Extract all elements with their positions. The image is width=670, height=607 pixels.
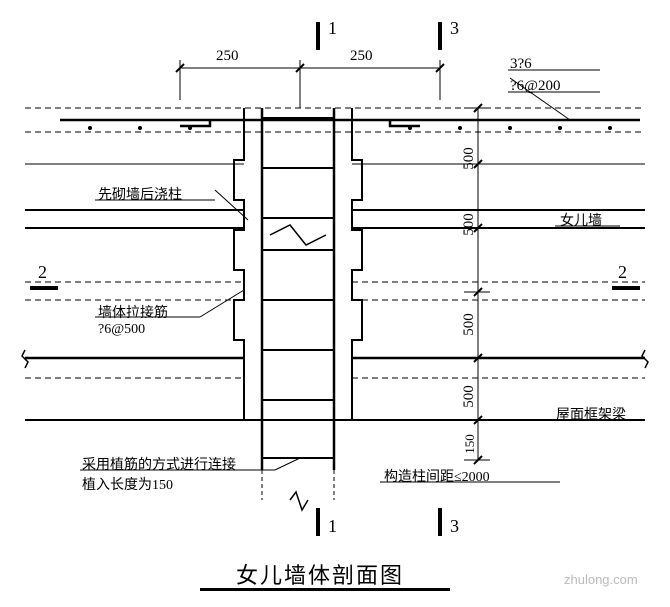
drawing-title: 女儿墙体剖面图 — [236, 558, 404, 590]
title-underline — [200, 588, 450, 591]
rebar-top-spacing: ?6@200 — [510, 78, 560, 95]
label-tie-spacing: ?6@500 — [98, 322, 145, 338]
dim-top-right: 250 — [350, 48, 373, 65]
rebar-top-count: 3?6 — [510, 56, 532, 73]
section-mark-1-bottom: 1 — [328, 516, 337, 537]
dim-top-left: 250 — [216, 48, 239, 65]
label-planted-1: 采用植筋的方式进行连接 — [82, 454, 236, 474]
dim-bottom-inset: 150 — [462, 434, 478, 454]
section-mark-2-right: 2 — [618, 262, 627, 283]
label-col-spacing: 构造柱间距≤2000 — [384, 466, 490, 486]
label-cast-after: 先砌墙后浇柱 — [98, 184, 182, 204]
dim-row4: 500 — [461, 385, 478, 408]
section-mark-3-bottom: 3 — [450, 516, 459, 537]
label-tie-bar: 墙体拉接筋 — [98, 302, 168, 322]
watermark: zhulong.com — [564, 572, 638, 587]
section-mark-2-left: 2 — [38, 262, 47, 283]
dim-row2: 500 — [461, 213, 478, 236]
label-roof-beam: 屋面框架梁 — [556, 404, 626, 424]
dim-row3: 500 — [461, 313, 478, 336]
section-mark-3-top: 3 — [450, 18, 459, 39]
dim-row1: 500 — [461, 147, 478, 170]
label-planted-2: 植入长度为150 — [82, 474, 173, 494]
section-mark-1-top: 1 — [328, 18, 337, 39]
label-parapet: 女儿墙 — [560, 210, 602, 230]
